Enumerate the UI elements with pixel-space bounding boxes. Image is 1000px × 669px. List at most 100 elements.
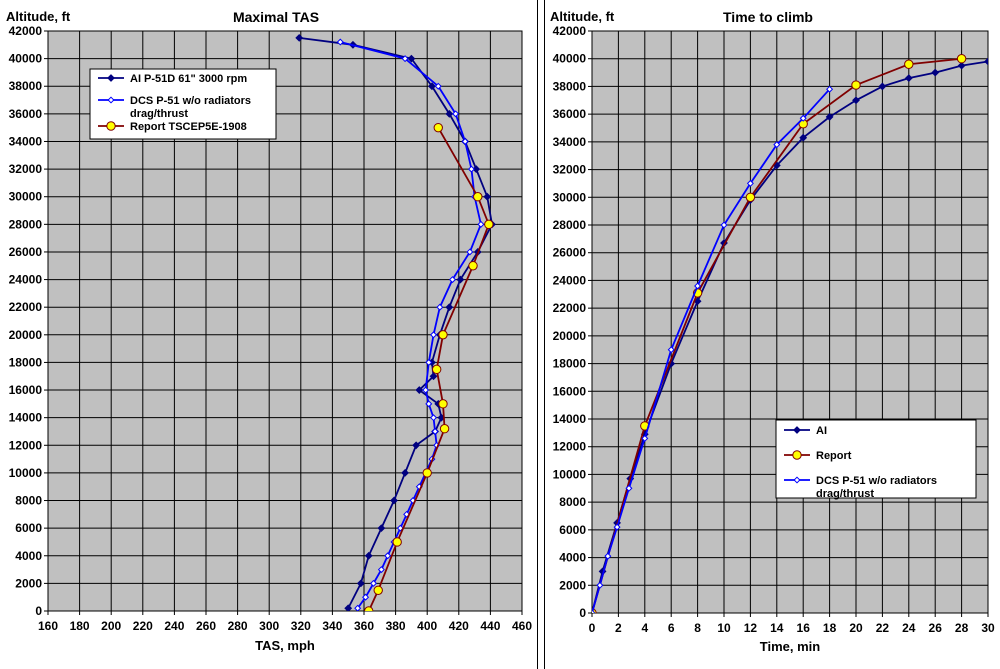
- legend-label: Report TSCEP5E-1908: [130, 121, 247, 133]
- x-tick-label: 6: [668, 621, 675, 635]
- data-point: [799, 114, 807, 122]
- y-tick-label: 8000: [559, 495, 586, 509]
- y-tick-label: 34000: [553, 135, 587, 149]
- x-tick-label: 220: [133, 619, 153, 633]
- data-point: [852, 96, 860, 105]
- y-axis-label: Altitude, ft: [6, 9, 71, 24]
- x-tick-label: 160: [38, 619, 58, 633]
- legend: AI Report DCS P-51 w/o radiatorsdrag/thrus…: [775, 419, 977, 500]
- data-point: [362, 593, 370, 601]
- data-point: [356, 579, 365, 588]
- panel-divider: [538, 0, 544, 669]
- data-point: [613, 523, 621, 531]
- data-point: [931, 68, 940, 77]
- y-tick-label: 20000: [553, 329, 587, 343]
- x-tick-label: 28: [955, 621, 969, 635]
- data-point: [957, 61, 966, 70]
- data-point: [373, 585, 383, 595]
- data-point: [851, 80, 861, 90]
- y-tick-label: 32000: [553, 163, 587, 177]
- legend-label: Report: [816, 450, 852, 462]
- y-tick-label: 20000: [9, 328, 43, 342]
- legend-box: [775, 419, 977, 499]
- time-to-climb-chart: 0 2 4 6 8 10 12 14 16 18 20 22 24 26 28 300200040006000…: [550, 9, 995, 654]
- series-line: [299, 37, 493, 609]
- data-point: [336, 38, 344, 46]
- chart-1-group: 0 2 4 6 8 10 12 14 16 18 20 22 24 26 28 300200040006000…: [550, 9, 995, 654]
- x-tick-label: 26: [929, 621, 943, 635]
- y-tick-label: 16000: [553, 384, 587, 398]
- data-point: [596, 581, 604, 589]
- data-point: [878, 82, 887, 91]
- data-point: [466, 248, 474, 256]
- y-tick-label: 38000: [553, 79, 587, 93]
- x-tick-label: 2: [615, 621, 622, 635]
- x-tick-label: 360: [354, 619, 374, 633]
- legend-label: DCS P-51 w/o radiators: [130, 95, 251, 107]
- data-point: [425, 400, 433, 408]
- data-point: [448, 276, 456, 284]
- x-tick-label: 420: [449, 619, 469, 633]
- x-tick-label: 8: [694, 621, 701, 635]
- x-axis-label: Time, min: [760, 639, 821, 654]
- chart-title: Maximal TAS: [233, 9, 319, 25]
- x-tick-label: 380: [386, 619, 406, 633]
- x-tick-label: 4: [641, 621, 648, 635]
- data-point: [439, 424, 450, 434]
- data-point: [826, 85, 834, 93]
- y-tick-label: 6000: [559, 523, 586, 537]
- x-tick-label: 14: [770, 621, 784, 635]
- y-tick-label: 42000: [9, 24, 43, 38]
- series-2: [364, 122, 494, 611]
- y-tick-label: 40000: [553, 52, 587, 66]
- data-point: [364, 551, 373, 560]
- series-1: [592, 54, 967, 613]
- data-point: [984, 57, 988, 66]
- data-point: [641, 434, 649, 442]
- legend-label: drag/thrust: [816, 488, 874, 500]
- tas-chart-panel: 160 180 200 220 240 260 280 300 320 340 360 380 400 4…: [6, 9, 533, 653]
- data-point: [433, 122, 443, 133]
- y-tick-label: 2000: [15, 576, 42, 590]
- y-tick-label: 18000: [9, 355, 43, 369]
- y-tick-label: 0: [579, 606, 586, 620]
- y-tick-label: 2000: [559, 578, 586, 592]
- legend-marker: [792, 450, 802, 460]
- legend-label: DCS P-51 w/o radiators: [816, 475, 937, 487]
- x-axis-label: TAS, mph: [255, 638, 315, 653]
- data-point: [412, 441, 421, 450]
- data-point: [825, 113, 834, 121]
- legend-box: [89, 68, 277, 140]
- y-tick-label: 12000: [9, 438, 43, 452]
- y-tick-label: 0: [35, 604, 42, 618]
- legend-marker: [107, 74, 115, 82]
- series-0: [295, 33, 496, 611]
- data-point: [415, 386, 424, 394]
- chart-title: Time to climb: [723, 9, 813, 25]
- x-tick-label: 400: [417, 619, 437, 633]
- x-tick-label: 18: [823, 621, 837, 635]
- y-tick-label: 4000: [559, 551, 586, 565]
- y-tick-label: 16000: [9, 383, 43, 397]
- y-tick-label: 32000: [9, 162, 43, 176]
- data-point: [431, 427, 439, 435]
- y-tick-label: 38000: [9, 79, 43, 93]
- x-tick-label: 12: [744, 621, 758, 635]
- data-point: [407, 54, 416, 63]
- data-point: [904, 59, 914, 69]
- data-point: [344, 604, 353, 611]
- y-tick-label: 26000: [9, 245, 43, 259]
- y-tick-label: 42000: [553, 24, 587, 38]
- x-tick-label: 10: [717, 621, 731, 635]
- data-point: [430, 331, 438, 339]
- y-tick-label: 6000: [15, 521, 42, 535]
- y-tick-label: 30000: [9, 190, 43, 204]
- x-tick-label: 340: [322, 619, 342, 633]
- data-point: [445, 109, 454, 118]
- data-point: [377, 524, 386, 533]
- panel-edge-left: [537, 0, 538, 669]
- x-tick-label: 180: [70, 619, 90, 633]
- y-tick-label: 24000: [553, 273, 587, 287]
- series-line: [592, 57, 962, 613]
- data-point: [456, 275, 465, 284]
